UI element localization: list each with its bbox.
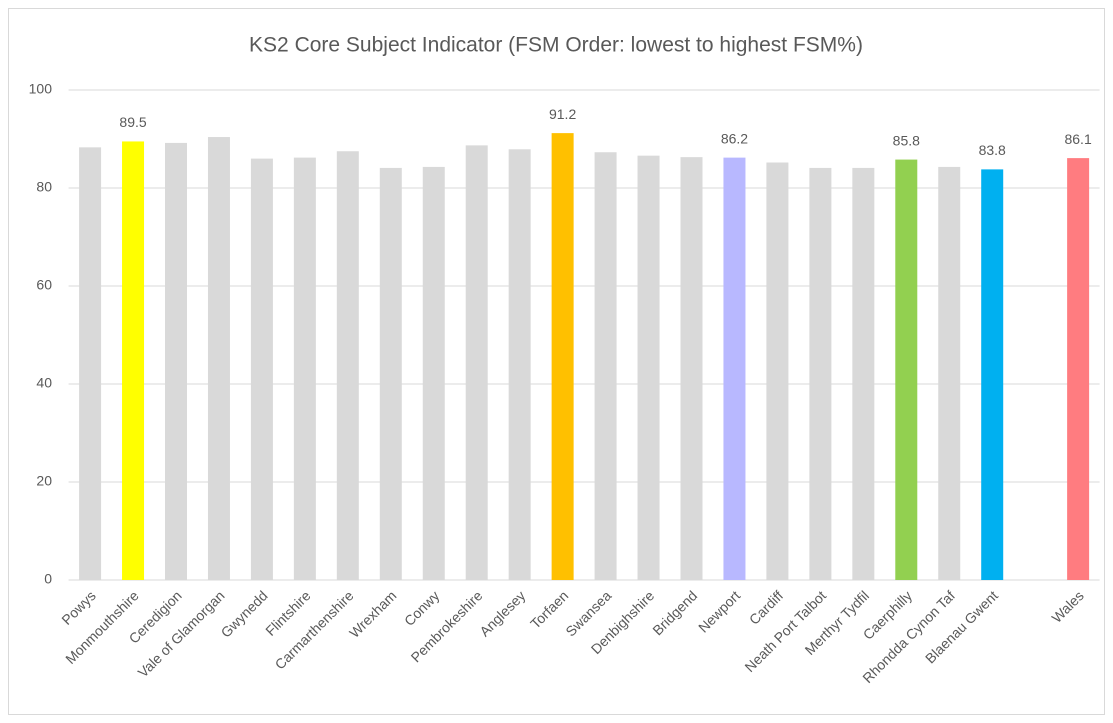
- bar: [594, 152, 617, 581]
- data-label: 83.8: [979, 142, 1006, 158]
- chart-title: KS2 Core Subject Indicator (FSM Order: l…: [249, 34, 863, 57]
- bar: [551, 133, 574, 580]
- data-label: 86.1: [1064, 131, 1091, 147]
- bar: [164, 142, 187, 581]
- data-label: 89.5: [119, 114, 146, 130]
- bar: [379, 167, 402, 580]
- bar: [981, 169, 1004, 580]
- bar: [508, 149, 531, 581]
- bar: [422, 166, 445, 580]
- bar: [293, 157, 316, 580]
- bar: [680, 157, 703, 580]
- y-tick-label: 60: [36, 277, 52, 293]
- y-tick-label: 40: [36, 375, 52, 391]
- bar: [207, 137, 230, 581]
- bar: [938, 166, 961, 580]
- bar: [122, 141, 145, 580]
- bar: [1067, 158, 1090, 581]
- bar: [250, 158, 273, 580]
- y-tick-label: 20: [36, 473, 52, 489]
- data-label: 91.2: [549, 106, 576, 122]
- data-label: 86.2: [721, 130, 748, 146]
- bar: [809, 167, 832, 580]
- bar: [895, 159, 918, 580]
- y-tick-label: 80: [36, 179, 52, 195]
- bar: [637, 155, 660, 580]
- bar: [336, 151, 359, 580]
- bar: [723, 157, 746, 580]
- bar: [465, 145, 488, 580]
- bar: [852, 167, 875, 580]
- bar: [79, 147, 102, 580]
- bar: [766, 162, 789, 580]
- data-label: 85.8: [893, 132, 920, 148]
- y-tick-label: 0: [44, 571, 52, 587]
- y-tick-label: 100: [29, 81, 53, 97]
